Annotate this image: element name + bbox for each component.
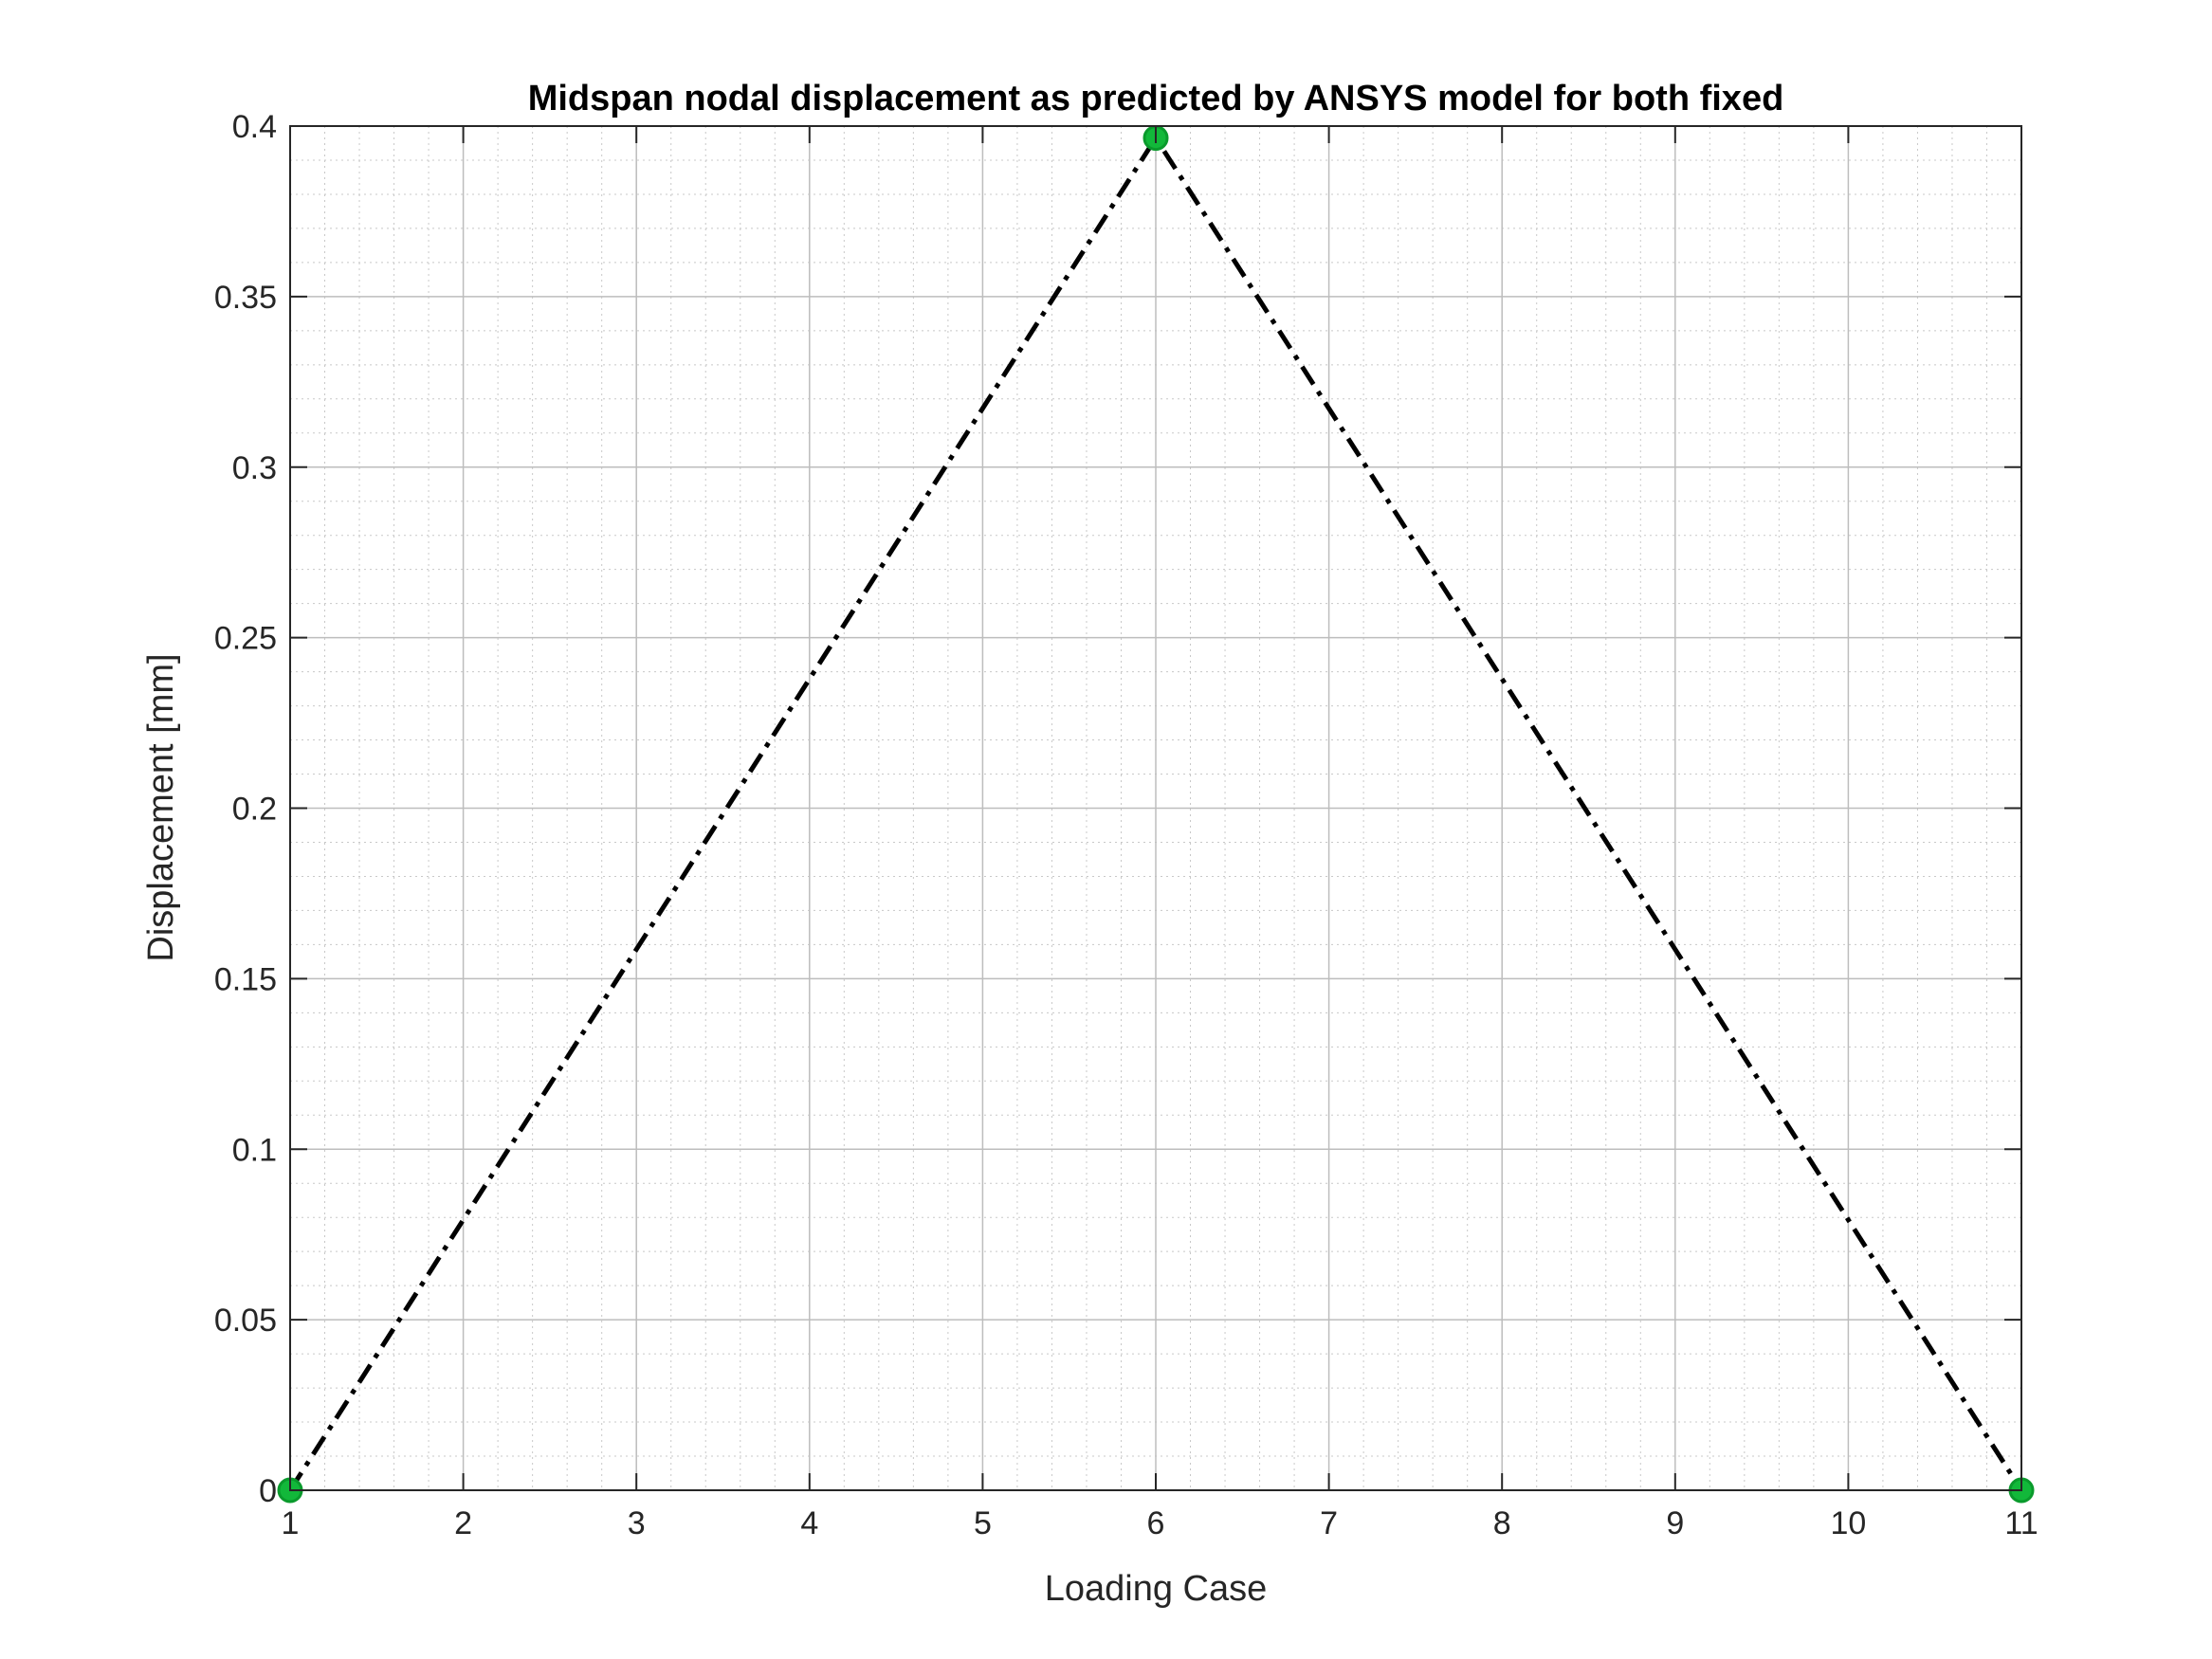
y-tick-label: 0.05 — [214, 1303, 277, 1339]
x-tick-label: 2 — [454, 1505, 472, 1541]
x-tick-label: 4 — [800, 1505, 818, 1541]
x-axis-label: Loading Case — [1045, 1569, 1268, 1609]
axis-ticks — [289, 125, 2022, 1491]
x-tick-label: 1 — [282, 1505, 300, 1541]
y-tick-label: 0.25 — [214, 621, 277, 657]
y-tick-label: 0.3 — [232, 450, 277, 486]
series-line-0 — [287, 136, 2024, 1492]
x-tick-labels: 1 2 3 4 5 6 7 8 9 10 11 — [282, 1505, 2038, 1541]
y-tick-labels: 0 0.05 0.1 0.15 0.2 0.25 0.3 0.35 0.4 — [214, 109, 277, 1509]
y-tick-label: 0.35 — [214, 280, 277, 316]
x-tick-label: 8 — [1493, 1505, 1511, 1541]
x-tick-label: 3 — [628, 1505, 646, 1541]
y-tick-label: 0.4 — [232, 109, 277, 145]
y-tick-label: 0.15 — [214, 961, 277, 997]
x-tick-label: 7 — [1320, 1505, 1338, 1541]
y-tick-label: 0 — [259, 1473, 277, 1509]
x-tick-label: 10 — [1830, 1505, 1866, 1541]
y-axis-label: Displacement [mm] — [141, 653, 181, 961]
x-tick-label: 5 — [974, 1505, 992, 1541]
x-tick-label: 6 — [1147, 1505, 1165, 1541]
x-tick-label: 9 — [1666, 1505, 1684, 1541]
x-tick-label: 11 — [2004, 1505, 2038, 1541]
chart-title: Midspan nodal displacement as predicted … — [528, 79, 1784, 118]
major-grid — [290, 126, 2021, 1490]
y-tick-label: 0.1 — [232, 1132, 277, 1168]
y-tick-label: 0.2 — [232, 792, 277, 828]
series-layer — [287, 136, 2024, 1492]
